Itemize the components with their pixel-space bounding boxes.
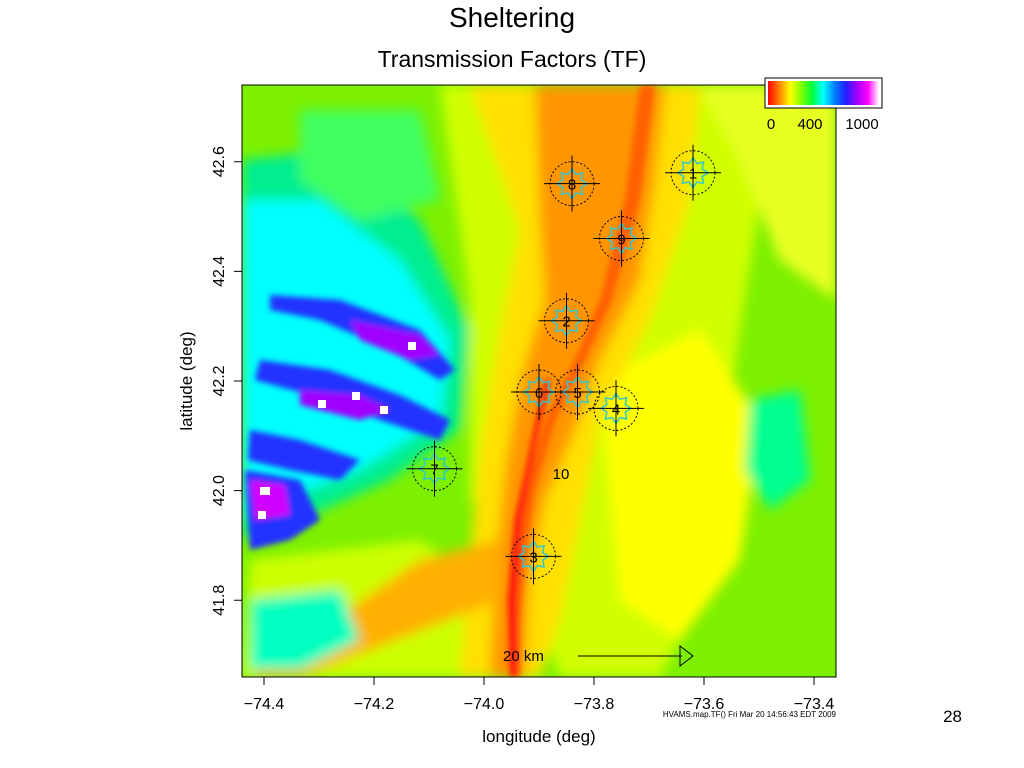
- x-tick-label: −74.4: [244, 696, 285, 713]
- colorbar-label-1000: 1000: [845, 116, 878, 133]
- site-marker-9: 9: [593, 210, 650, 267]
- site-marker-1: 1: [665, 144, 721, 201]
- x-tick-label: −74.0: [464, 696, 505, 713]
- x-axis: −74.4 −74.2 −74.0 −73.8 −73.6 −73.4: [244, 677, 835, 713]
- site-marker-4: 4: [588, 380, 644, 437]
- site-label: 7: [430, 462, 438, 479]
- x-tick-label: −73.4: [794, 696, 835, 713]
- slide-subtitle: Transmission Factors (TF): [377, 46, 647, 72]
- site-label: 6: [535, 385, 543, 402]
- colorbar-label-0: 0: [767, 116, 775, 133]
- scale-bar: 20 km: [503, 644, 694, 668]
- y-tick-label: 42.6: [211, 146, 228, 177]
- scale-bar-label: 20 km: [503, 648, 544, 665]
- site-label: 4: [612, 401, 620, 418]
- site-marker-2: 2: [538, 292, 595, 349]
- y-tick-label: 42.2: [211, 365, 228, 396]
- colorbar-gradient: [768, 81, 879, 105]
- site-marker-8: 8: [544, 155, 600, 212]
- colorbar-label-400: 400: [797, 116, 822, 133]
- site-label: 9: [617, 231, 625, 248]
- x-tick-label: −73.6: [684, 696, 725, 713]
- site-marker-5: 5: [549, 363, 606, 420]
- y-tick-label: 42.0: [211, 475, 228, 506]
- slide-title: Sheltering: [448, 2, 576, 33]
- site-label: 5: [573, 385, 581, 402]
- slide-number: 28: [943, 707, 962, 726]
- site-marker-3: 3: [505, 528, 562, 585]
- site-label: 8: [568, 177, 576, 194]
- x-tick-label: −74.2: [354, 696, 395, 713]
- site-label: 2: [562, 314, 570, 331]
- y-tick-label: 42.4: [211, 256, 228, 287]
- footer-note: HVAMS.map.TF() Fri Mar 20 14:56:43 EDT 2…: [663, 710, 837, 719]
- y-tick-label: 41.8: [211, 585, 228, 616]
- site-marker-7: 7: [406, 440, 463, 497]
- site-label: 1: [689, 166, 697, 183]
- site-markers: 1 8 9 2 6 5 4 7 3: [406, 144, 721, 585]
- y-axis: 41.8 42.0 42.2 42.4 42.6: [211, 146, 242, 616]
- x-tick-label: −73.8: [574, 696, 615, 713]
- site-label: 3: [529, 549, 537, 566]
- contour-label: 10: [553, 466, 570, 483]
- scale-bar-arrow: [679, 644, 694, 668]
- colorbar: 0 400 1000: [764, 77, 883, 133]
- x-axis-label: longitude (deg): [482, 727, 595, 746]
- y-axis-label: latitude (deg): [177, 331, 196, 430]
